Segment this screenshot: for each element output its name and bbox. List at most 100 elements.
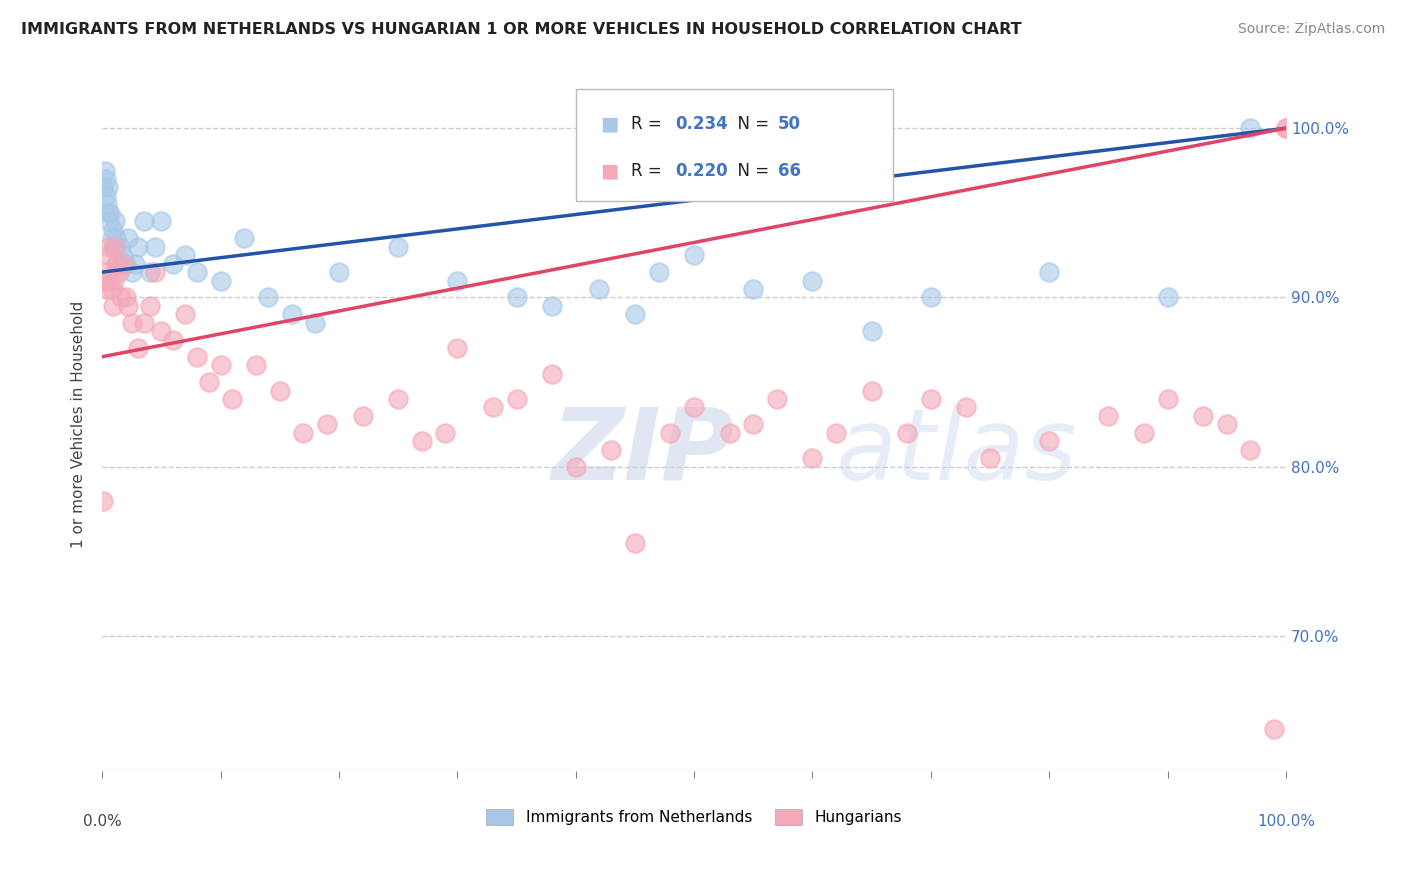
Text: ■: ■ bbox=[600, 161, 619, 180]
Text: 50: 50 bbox=[778, 115, 800, 134]
Point bbox=[1239, 442, 1261, 457]
Point bbox=[316, 417, 339, 432]
Point bbox=[186, 350, 208, 364]
Point bbox=[1038, 265, 1060, 279]
Text: 0.234: 0.234 bbox=[675, 115, 728, 134]
Point bbox=[105, 231, 128, 245]
Point bbox=[979, 451, 1001, 466]
Point bbox=[1097, 409, 1119, 423]
Point bbox=[920, 290, 942, 304]
Text: ZIP: ZIP bbox=[553, 404, 735, 500]
Point bbox=[1239, 121, 1261, 136]
Point bbox=[121, 265, 143, 279]
Point bbox=[94, 282, 117, 296]
Point bbox=[121, 316, 143, 330]
Point bbox=[105, 257, 128, 271]
Point bbox=[145, 265, 167, 279]
Point bbox=[825, 425, 848, 440]
Point bbox=[150, 324, 173, 338]
Point bbox=[801, 274, 824, 288]
Y-axis label: 1 or more Vehicles in Household: 1 or more Vehicles in Household bbox=[72, 301, 86, 548]
Point bbox=[174, 248, 197, 262]
Point bbox=[94, 172, 117, 186]
Point bbox=[588, 282, 610, 296]
Point bbox=[100, 274, 122, 288]
Point bbox=[93, 180, 115, 194]
Text: N =: N = bbox=[727, 115, 775, 134]
Text: ■: ■ bbox=[600, 115, 619, 134]
Point bbox=[115, 257, 138, 271]
Point bbox=[104, 214, 127, 228]
Point bbox=[97, 180, 120, 194]
Point bbox=[233, 231, 256, 245]
Point bbox=[127, 341, 149, 355]
Text: Source: ZipAtlas.com: Source: ZipAtlas.com bbox=[1237, 22, 1385, 37]
Text: 0.220: 0.220 bbox=[675, 161, 727, 179]
Point bbox=[209, 274, 232, 288]
Point bbox=[197, 375, 219, 389]
Point bbox=[647, 265, 669, 279]
Point bbox=[94, 189, 117, 203]
Point bbox=[1156, 290, 1178, 304]
Point bbox=[683, 248, 706, 262]
Point bbox=[93, 163, 115, 178]
Point bbox=[541, 299, 564, 313]
Text: IMMIGRANTS FROM NETHERLANDS VS HUNGARIAN 1 OR MORE VEHICLES IN HOUSEHOLD CORRELA: IMMIGRANTS FROM NETHERLANDS VS HUNGARIAN… bbox=[21, 22, 1022, 37]
Point bbox=[97, 206, 120, 220]
Point bbox=[100, 282, 122, 296]
Point bbox=[482, 401, 505, 415]
Point bbox=[138, 265, 160, 279]
Point bbox=[107, 265, 129, 279]
Point bbox=[98, 240, 121, 254]
Point bbox=[97, 248, 120, 262]
Point bbox=[434, 425, 457, 440]
Point bbox=[107, 257, 129, 271]
Point bbox=[387, 240, 409, 254]
Point bbox=[96, 265, 118, 279]
Point bbox=[115, 290, 138, 304]
Point bbox=[98, 214, 121, 228]
Point bbox=[162, 257, 184, 271]
Point bbox=[1263, 722, 1285, 736]
Point bbox=[100, 231, 122, 245]
Point bbox=[93, 274, 115, 288]
Point bbox=[162, 333, 184, 347]
Point bbox=[145, 240, 167, 254]
Point bbox=[108, 240, 131, 254]
Point bbox=[257, 290, 280, 304]
Point bbox=[766, 392, 789, 406]
Text: R =: R = bbox=[631, 161, 668, 179]
Point bbox=[245, 358, 267, 372]
Text: atlas: atlas bbox=[837, 404, 1078, 500]
Point bbox=[564, 459, 586, 474]
Point bbox=[132, 316, 155, 330]
Point bbox=[801, 451, 824, 466]
Point bbox=[352, 409, 374, 423]
Point bbox=[955, 401, 977, 415]
Text: 66: 66 bbox=[778, 161, 800, 179]
Point bbox=[138, 299, 160, 313]
Text: 100.0%: 100.0% bbox=[1257, 814, 1315, 829]
Point bbox=[718, 425, 741, 440]
Point bbox=[93, 493, 115, 508]
Legend: Immigrants from Netherlands, Hungarians: Immigrants from Netherlands, Hungarians bbox=[478, 802, 910, 833]
Point bbox=[124, 257, 146, 271]
Point bbox=[411, 434, 433, 449]
Point bbox=[387, 392, 409, 406]
Point bbox=[110, 290, 132, 304]
Point bbox=[920, 392, 942, 406]
Point bbox=[624, 307, 647, 321]
Point bbox=[896, 425, 918, 440]
Point bbox=[1156, 392, 1178, 406]
Point bbox=[742, 417, 765, 432]
Point bbox=[103, 274, 125, 288]
Point bbox=[209, 358, 232, 372]
Point bbox=[1133, 425, 1156, 440]
Text: 0.0%: 0.0% bbox=[83, 814, 121, 829]
Point bbox=[269, 384, 291, 398]
Point bbox=[117, 299, 139, 313]
Point bbox=[446, 274, 468, 288]
Point bbox=[624, 536, 647, 550]
Point bbox=[1275, 121, 1298, 136]
Point bbox=[860, 324, 883, 338]
